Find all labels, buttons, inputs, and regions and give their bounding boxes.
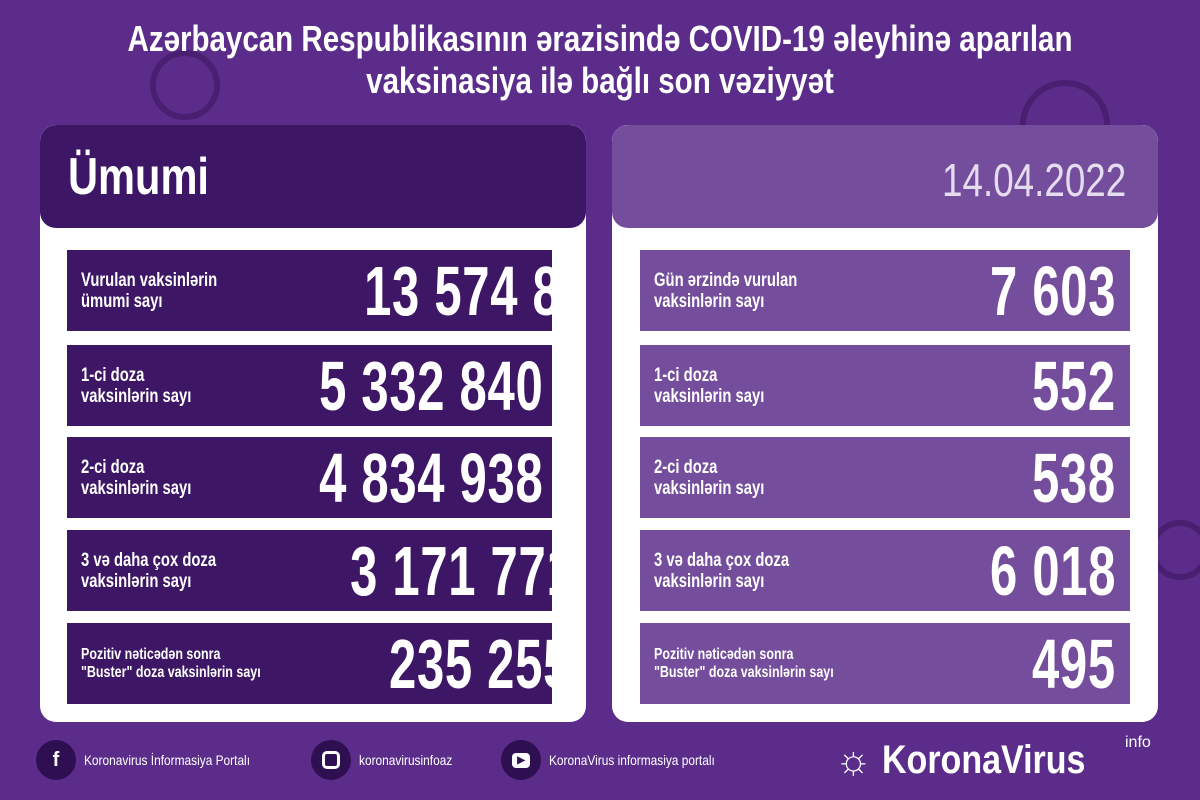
stat-row: 2-ci doza vaksinlərin sayı 4 834 938	[67, 437, 552, 518]
row-value: 13 574 804	[363, 251, 586, 330]
row-label: Pozitiv nəticədən sonra	[654, 645, 794, 663]
virus-decoration	[150, 50, 220, 120]
row-value: 3 171 771	[350, 531, 575, 610]
virus-sun-icon: ☼	[835, 738, 872, 782]
row-label: "Buster" doza vaksinlərin sayı	[654, 663, 834, 681]
title-line-1: Azərbaycan Respublikasının ərazisində CO…	[127, 18, 1073, 59]
title-line-2: vaksinasiya ilə bağlı son vəziyyət	[366, 60, 834, 101]
instagram-text: koronavirusinfoaz	[359, 752, 453, 768]
brand-sup: info	[1125, 734, 1151, 751]
row-value: 6 018	[989, 531, 1116, 610]
page-title: Azərbaycan Respublikasının ərazisində CO…	[108, 18, 1092, 102]
total-heading: Ümumi	[68, 148, 209, 206]
row-value: 7 603	[989, 251, 1116, 330]
row-label: 2-ci doza	[81, 456, 145, 478]
koronavirus-logo: ☼ KoronaVirus info	[835, 734, 1151, 783]
row-label: ümumi sayı	[81, 290, 163, 312]
row-label: vaksinlərin sayı	[81, 385, 192, 407]
youtube-link[interactable]: ▶ KoronaVirus informasiya portalı	[501, 740, 724, 780]
stat-row: 2-ci doza vaksinlərin sayı 538	[640, 437, 1130, 518]
stat-row: Pozitiv nəticədən sonra "Buster" doza vak…	[640, 623, 1130, 704]
stat-row: 3 və daha çox doza vaksinlərin sayı 6 018	[640, 530, 1130, 611]
row-label: 1-ci doza	[654, 364, 718, 386]
facebook-text: Koronavirus İnformasiya Portalı	[84, 752, 251, 768]
brand-name: KoronaVirus	[881, 738, 1086, 782]
youtube-text: KoronaVirus informasiya portalı	[549, 752, 715, 768]
row-label: Vurulan vaksinlərin	[81, 269, 218, 291]
youtube-icon: ▶	[501, 740, 542, 780]
stat-row: 1-ci doza vaksinlərin sayı 552	[640, 345, 1130, 426]
instagram-link[interactable]: koronavirusinfoaz	[311, 740, 453, 780]
facebook-link[interactable]: f Koronavirus İnformasiya Portalı	[36, 740, 259, 780]
row-label: 1-ci doza	[81, 364, 145, 386]
row-label: Gün ərzində vurulan	[654, 269, 798, 291]
row-label: "Buster" doza vaksinlərin sayı	[81, 663, 261, 681]
row-label: vaksinlərin sayı	[654, 570, 765, 592]
row-value: 495	[1032, 624, 1116, 703]
row-label: 3 və daha çox doza	[81, 549, 217, 571]
stat-row: 1-ci doza vaksinlərin sayı 5 332 840	[67, 345, 552, 426]
row-value: 552	[1032, 346, 1116, 425]
stat-row: 3 və daha çox doza vaksinlərin sayı 3 171 …	[67, 530, 574, 611]
daily-panel: 14.04.2022 Gün ərzində vurulan vaksinləri…	[612, 125, 1158, 722]
row-label: 3 və daha çox doza	[654, 549, 790, 571]
row-value: 538	[1032, 438, 1116, 517]
date-heading: 14.04.2022	[941, 154, 1126, 206]
row-label: vaksinlərin sayı	[654, 385, 765, 407]
stat-row: Pozitiv nəticədən sonra "Buster" doza vak…	[67, 623, 571, 704]
row-value: 4 834 938	[318, 438, 543, 517]
facebook-icon: f	[36, 740, 76, 780]
footer: f Koronavirus İnformasiya Portalı koronav…	[36, 735, 1200, 785]
row-label: vaksinlərin sayı	[654, 477, 765, 499]
row-value: 5 332 840	[318, 346, 543, 425]
daily-header: 14.04.2022	[612, 125, 1158, 228]
row-label: vaksinlərin sayı	[654, 290, 765, 312]
total-panel: Ümumi Vurulan vaksinlərin ümumi sayı 13 57…	[40, 125, 586, 722]
instagram-icon	[311, 740, 352, 780]
row-label: vaksinlərin sayı	[81, 477, 192, 499]
row-value: 235 255	[389, 624, 572, 703]
row-label: 2-ci doza	[654, 456, 718, 478]
stat-row: Gün ərzində vurulan vaksinlərin sayı 7 603	[640, 250, 1130, 331]
row-label: Pozitiv nəticədən sonra	[81, 645, 221, 663]
total-header: Ümumi	[40, 125, 586, 228]
row-label: vaksinlərin sayı	[81, 570, 192, 592]
